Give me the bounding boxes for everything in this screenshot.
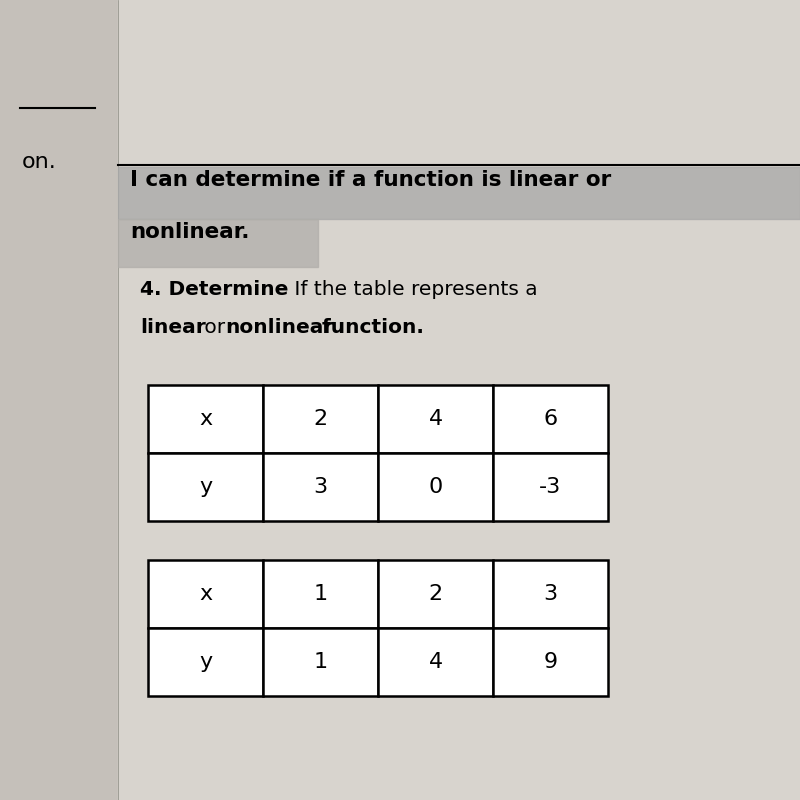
Text: 2: 2 [314,409,327,429]
Text: I can determine if a function is linear or: I can determine if a function is linear … [130,170,611,190]
Text: 1: 1 [314,584,327,604]
Text: nonlinear.: nonlinear. [130,222,250,242]
Bar [378,385,493,453]
Text: 9: 9 [543,652,558,672]
Text: 3: 3 [314,477,327,497]
Text: on.: on. [22,152,57,172]
Text: linear: linear [140,318,206,337]
Text: 0: 0 [428,477,442,497]
Bar [0,0,118,800]
Bar [493,385,608,453]
Bar [263,628,378,696]
Bar [378,453,493,521]
Text: y: y [199,477,212,497]
Text: 4: 4 [429,652,442,672]
Bar [493,560,608,628]
Bar [148,385,263,453]
Text: function.: function. [315,318,424,337]
Bar [263,385,378,453]
Text: x: x [199,584,212,604]
Text: 6: 6 [543,409,558,429]
Text: 2: 2 [429,584,442,604]
Bar [148,453,263,521]
Bar [118,167,800,219]
Text: or: or [198,318,231,337]
Text: x: x [199,409,212,429]
Bar [148,628,263,696]
Bar [378,628,493,696]
Bar [148,560,263,628]
Text: 1: 1 [314,652,327,672]
Bar [118,0,800,800]
Bar [378,560,493,628]
Text: -3: -3 [539,477,562,497]
Bar [493,453,608,521]
Text: 4. Determine: 4. Determine [140,280,288,299]
Text: 4: 4 [429,409,442,429]
Text: y: y [199,652,212,672]
Text: nonlinear: nonlinear [225,318,334,337]
Bar [493,628,608,696]
Bar [263,560,378,628]
Bar [118,219,318,267]
Text: 3: 3 [543,584,558,604]
Text: If the table represents a: If the table represents a [288,280,538,299]
Bar [263,453,378,521]
